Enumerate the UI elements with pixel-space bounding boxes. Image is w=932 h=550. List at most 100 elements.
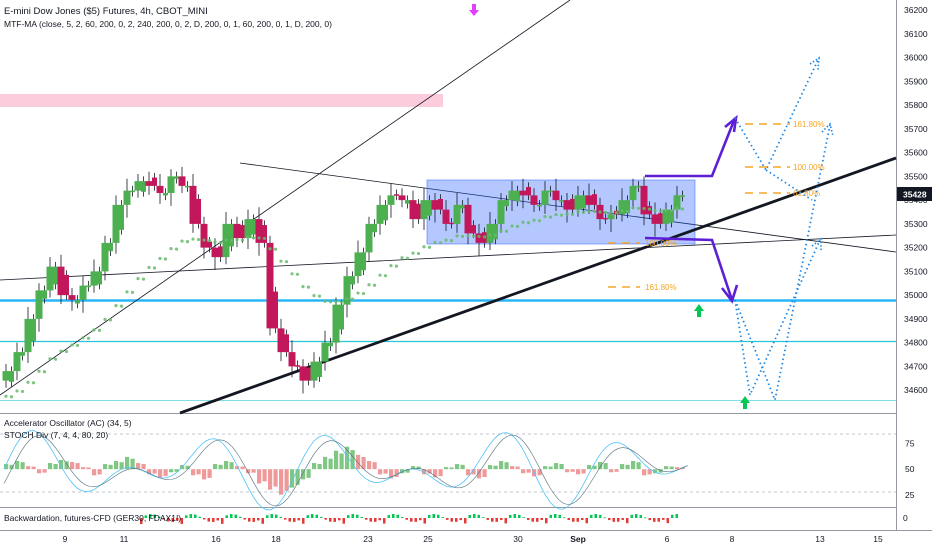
- ac-bar: [191, 469, 196, 476]
- candle-body: [563, 200, 571, 210]
- ma-dot: [290, 272, 294, 276]
- projection-path-4[interactable]: [765, 169, 813, 201]
- candle-body: [559, 200, 564, 202]
- stoch-lines: [3, 430, 688, 511]
- bw-bar: [374, 518, 377, 522]
- candle-body: [493, 223, 498, 240]
- ma-dot: [64, 349, 69, 354]
- ma-dot: [587, 209, 591, 213]
- ac-bar: [119, 462, 124, 470]
- ac-bar: [202, 469, 207, 480]
- bw-bar: [275, 514, 278, 518]
- current-price-value: 35428: [903, 190, 927, 200]
- ac-bar: [4, 464, 9, 470]
- time-tick-label: 9: [63, 534, 68, 544]
- price-tick-label: 35300: [904, 219, 928, 229]
- ma-dot: [394, 264, 399, 268]
- ac-bar: [378, 469, 383, 475]
- ma-dot: [108, 318, 113, 322]
- ma-dot: [438, 241, 443, 245]
- price-tick-label: 35500: [904, 171, 928, 181]
- ac-bar: [499, 460, 504, 470]
- ma-dot: [499, 229, 503, 233]
- ma-dot: [521, 220, 525, 224]
- projection-path-2-head: [821, 122, 834, 137]
- ac-bar: [328, 458, 333, 470]
- projection-arrow-down[interactable]: [644, 236, 734, 301]
- candle-body: [233, 223, 241, 239]
- projection-arrow-up[interactable]: [645, 117, 737, 178]
- projection-path-3[interactable]: [734, 239, 821, 399]
- supply-zone[interactable]: [0, 94, 443, 107]
- bw-bar: [648, 518, 651, 521]
- ma-dot: [240, 238, 245, 242]
- ma-dot: [400, 256, 404, 260]
- ac-axis: 75 50 25: [905, 439, 915, 500]
- bw-bar: [266, 515, 269, 518]
- bw-bar: [140, 518, 143, 524]
- ac-bar: [31, 466, 36, 470]
- bw-bar: [243, 518, 246, 520]
- ma-dot: [301, 285, 305, 289]
- candle-body: [427, 200, 432, 216]
- bw-bar: [162, 518, 165, 520]
- ma-dot: [235, 238, 239, 242]
- bw-bar: [486, 518, 489, 520]
- candle-body: [328, 342, 333, 347]
- trendline-main-thick[interactable]: [179, 156, 897, 415]
- bw-bar: [167, 518, 170, 522]
- candle-body: [295, 365, 300, 367]
- candle-body: [2, 371, 10, 381]
- ma-dot: [631, 206, 635, 210]
- ma-dot: [9, 395, 14, 399]
- bw-bar: [635, 514, 638, 518]
- candle-body: [343, 276, 351, 305]
- bw-bar: [563, 517, 566, 519]
- bw-bar: [504, 518, 507, 524]
- bw-bar: [360, 516, 363, 518]
- ma-dot: [147, 265, 151, 270]
- candle-body: [310, 361, 318, 381]
- ac-bar: [565, 469, 570, 473]
- ac-bar: [669, 466, 674, 470]
- ac-bar: [411, 466, 416, 470]
- ma-dot: [422, 245, 426, 249]
- chart-title: E-mini Dow Jones ($5) Futures, 4h, CBOT_…: [4, 6, 208, 17]
- bw-bar: [180, 518, 183, 524]
- bw-bar: [203, 518, 206, 520]
- price-tick-label: 34700: [904, 361, 928, 371]
- ac-bar: [114, 460, 119, 470]
- bw-bar: [401, 517, 404, 518]
- ac-bar: [537, 469, 542, 476]
- bw-bar: [450, 518, 453, 522]
- ma-dot: [548, 215, 553, 219]
- ma-dot: [433, 240, 437, 244]
- ma-dot: [174, 247, 179, 251]
- ma-dot: [455, 234, 459, 238]
- candle-body: [673, 195, 681, 210]
- bw-bar: [513, 514, 516, 518]
- bw-bar: [333, 518, 336, 522]
- ma-dot: [592, 209, 597, 214]
- buy-signal-arrow-icon-2: [740, 396, 750, 409]
- stoch-k-line: [3, 430, 688, 511]
- time-axis[interactable]: 9 11 16 18 23 25 30 Sep 6 8 13 15: [63, 534, 883, 544]
- trendline-flat-thin[interactable]: [0, 234, 897, 281]
- ac-bar: [59, 459, 64, 470]
- ac-bar: [301, 469, 306, 480]
- bw-bar: [509, 514, 512, 518]
- bw-bar: [594, 514, 597, 518]
- ac-bar: [548, 466, 553, 470]
- bw-bar: [225, 515, 228, 518]
- ac-bar: [163, 469, 168, 477]
- ac-bar: [20, 462, 25, 470]
- bw-bar: [185, 515, 188, 518]
- candle-body: [53, 266, 58, 285]
- ma-dot: [268, 247, 272, 251]
- ac-bar: [37, 469, 42, 474]
- ma-dot: [620, 209, 624, 213]
- price-tick-label: 34900: [904, 314, 928, 324]
- bw-bar: [428, 515, 431, 518]
- candle-body: [156, 185, 164, 193]
